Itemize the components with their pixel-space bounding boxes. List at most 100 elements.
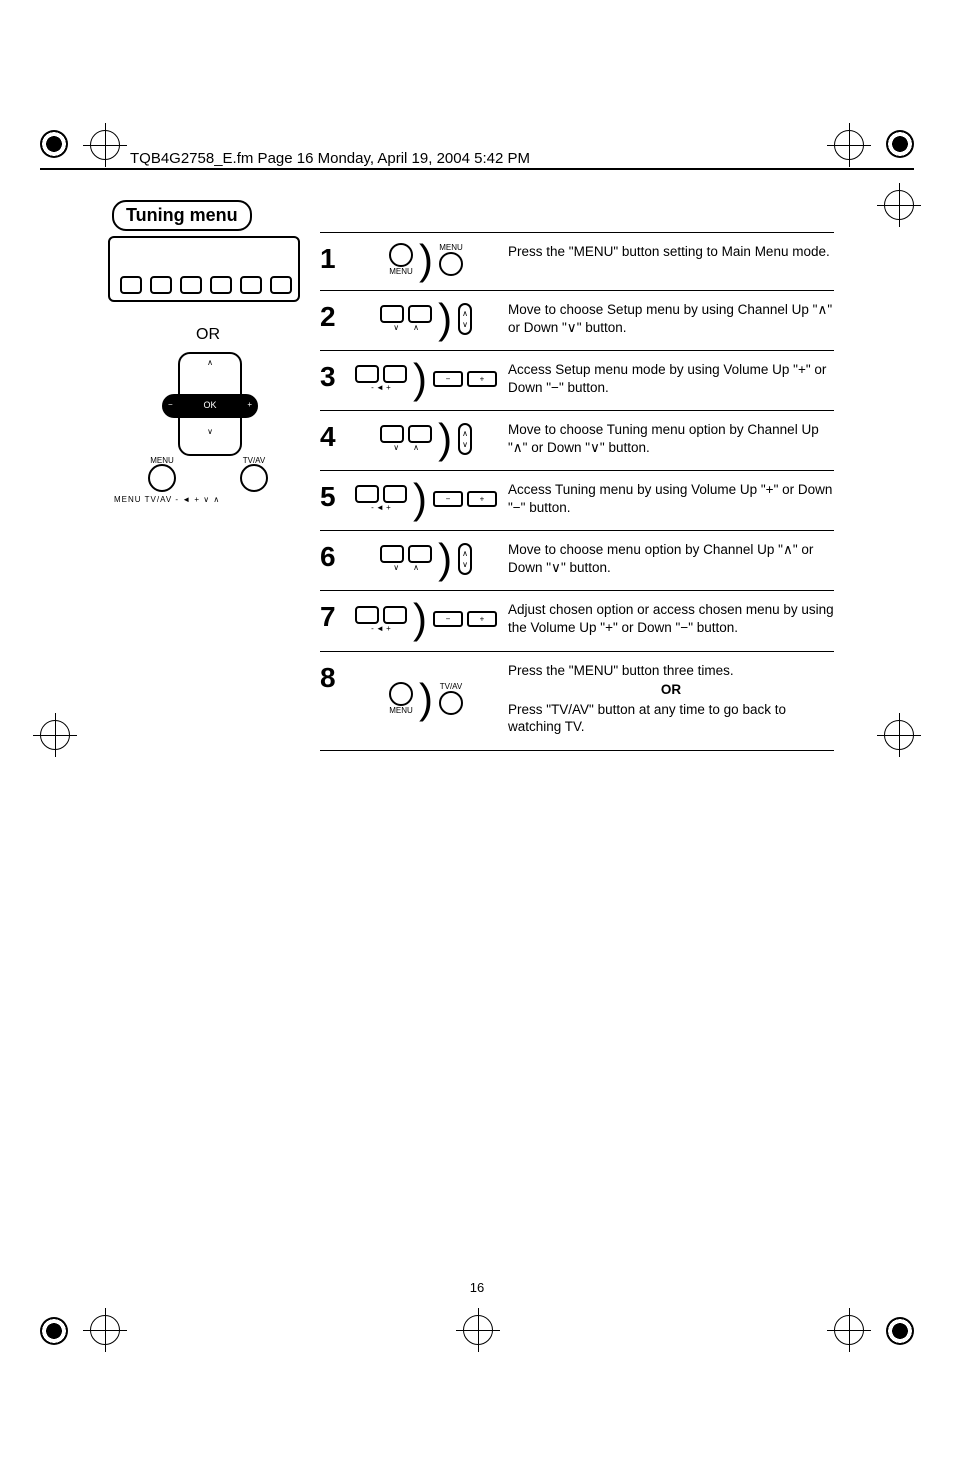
icon-label: ∨: [462, 440, 468, 449]
reg-mark-bl: [40, 1317, 68, 1345]
reg-mark-br2: [834, 1315, 864, 1345]
step-text: Press the "MENU" button setting to Main …: [508, 243, 834, 276]
icon-label: - ◄ +: [371, 383, 391, 392]
step-number: 1: [320, 243, 344, 276]
panel-button: [180, 276, 202, 294]
vol-button-icon: [355, 365, 379, 383]
ch-button-icon: [408, 545, 432, 563]
icon-label: ∧: [413, 443, 419, 452]
reg-mark-ml: [40, 720, 70, 750]
icon-label: ∨: [462, 320, 468, 329]
reg-mark-bc: [463, 1315, 493, 1345]
left-controls-illustration: MENU TV/AV - ◄ + ∨ ∧ OR ∧ ∨ − OK + MENU …: [108, 236, 308, 492]
page-number: 16: [0, 1280, 954, 1295]
reg-mark-tl2: [90, 130, 120, 160]
step-icon: - ◄ + ) − +: [356, 481, 496, 516]
vol-plus-icon: +: [467, 371, 497, 387]
remote-down-glyph: ∨: [180, 427, 240, 436]
ch-button-icon: [380, 425, 404, 443]
icon-label: −: [446, 374, 451, 383]
icon-label: ∧: [413, 323, 419, 332]
icon-label: - ◄ +: [371, 624, 391, 633]
vol-plus-icon: +: [467, 491, 497, 507]
icon-label: −: [446, 615, 451, 624]
panel-button: [240, 276, 262, 294]
icon-label: +: [480, 494, 485, 503]
ch-button-icon: [380, 305, 404, 323]
step-icon: MENU ) TV/AV: [356, 662, 496, 736]
step-row: 6 ∨ ∧ ) ∧ ∨ Mo: [320, 530, 834, 590]
reg-mark-tr2: [886, 130, 914, 158]
step-text: Access Tuning menu by using Volume Up "+…: [508, 481, 834, 516]
section-title: Tuning menu: [112, 200, 252, 231]
remote-up-glyph: ∧: [180, 358, 240, 367]
icon-label: +: [480, 374, 485, 383]
panel-button: [150, 276, 172, 294]
step-text: Press the "MENU" button three times. OR …: [508, 662, 834, 736]
step-text-or: OR: [508, 681, 834, 699]
icon-label: MENU: [439, 243, 463, 252]
icon-label: ∨: [393, 443, 399, 452]
ch-button-icon: [408, 425, 432, 443]
ch-button-icon: [380, 545, 404, 563]
step-icon: ∨ ∧ ) ∧ ∨: [356, 421, 496, 456]
remote-tvav-label: TV/AV: [242, 456, 266, 465]
reg-mark-tr: [834, 130, 864, 160]
step-number: 6: [320, 541, 344, 576]
step-icon: - ◄ + ) − +: [356, 361, 496, 396]
step-text: Move to choose Tuning menu option by Cha…: [508, 421, 834, 456]
step-row: 1 MENU ) MENU Press the "MENU" button se…: [320, 232, 834, 290]
remote-illustration: ∧ ∨ − OK + MENU TV/AV: [148, 352, 268, 492]
menu-button-icon: [389, 243, 413, 267]
menu-button-icon: [389, 682, 413, 706]
step-number: 2: [320, 301, 344, 336]
header-rule: [40, 168, 914, 170]
remote-ok-button: − OK +: [162, 394, 258, 418]
step-number: 5: [320, 481, 344, 516]
tv-front-panel: [108, 236, 300, 302]
remote-plus-glyph: +: [247, 396, 252, 414]
step-icon: MENU ) MENU: [356, 243, 496, 276]
step-number: 4: [320, 421, 344, 456]
remote-tvav-button: TV/AV: [240, 464, 268, 492]
vol-minus-icon: −: [433, 611, 463, 627]
panel-button: [210, 276, 232, 294]
step-row: 4 ∨ ∧ ) ∧ ∨ Mo: [320, 410, 834, 470]
ch-rocker-icon: ∧ ∨: [458, 543, 472, 575]
step-number: 7: [320, 601, 344, 636]
remote-minus-glyph: −: [168, 396, 173, 414]
step-text: Move to choose menu option by Channel Up…: [508, 541, 834, 576]
icon-label: TV/AV: [440, 682, 463, 691]
step-text: Adjust chosen option or access chosen me…: [508, 601, 834, 636]
vol-button-icon: [355, 606, 379, 624]
vol-button-icon: [383, 606, 407, 624]
reg-mark-br: [886, 1317, 914, 1345]
step-icon: ∨ ∧ ) ∧ ∨: [356, 301, 496, 336]
icon-label: ∨: [393, 563, 399, 572]
ch-button-icon: [408, 305, 432, 323]
remote-menu-button: MENU: [148, 464, 176, 492]
step-number: 3: [320, 361, 344, 396]
step-icon: ∨ ∧ ) ∧ ∨: [356, 541, 496, 576]
or-label: OR: [108, 326, 308, 344]
icon-label: - ◄ +: [371, 503, 391, 512]
step-row: 5 - ◄ + ) − + Access Tuning menu by usin…: [320, 470, 834, 530]
vol-plus-icon: +: [467, 611, 497, 627]
remote-ok-label: OK: [203, 400, 216, 410]
vol-button-icon: [383, 365, 407, 383]
step-text: Access Setup menu mode by using Volume U…: [508, 361, 834, 396]
step-icon: - ◄ + ) − +: [356, 601, 496, 636]
icon-label: ∧: [462, 429, 468, 438]
panel-button: [270, 276, 292, 294]
icon-label: −: [446, 494, 451, 503]
step-row: 7 - ◄ + ) − + Adjust chosen option or ac…: [320, 590, 834, 650]
step-text-line: Press "TV/AV" button at any time to go b…: [508, 701, 834, 736]
step-text-line: Press the "MENU" button three times.: [508, 662, 834, 680]
step-row: 2 ∨ ∧ ) ∧ ∨ Mo: [320, 290, 834, 350]
icon-label: ∧: [413, 563, 419, 572]
panel-button-labels: MENU TV/AV - ◄ + ∨ ∧: [114, 495, 220, 504]
step-number: 8: [320, 662, 344, 736]
vol-button-icon: [355, 485, 379, 503]
vol-minus-icon: −: [433, 371, 463, 387]
icon-label: MENU: [389, 267, 413, 276]
